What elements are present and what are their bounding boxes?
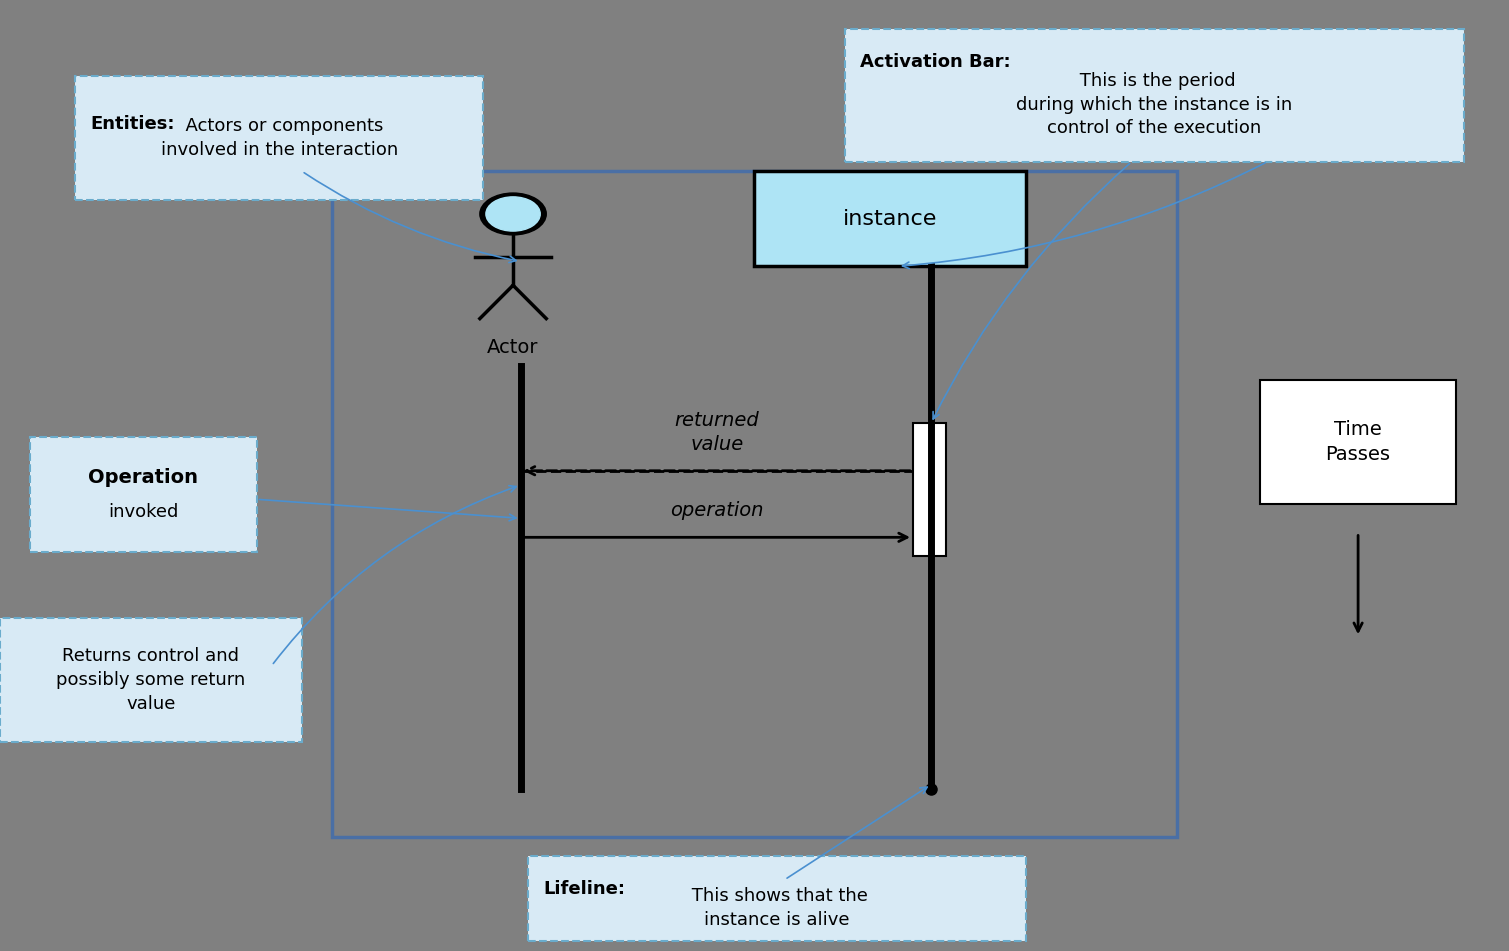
Circle shape (486, 197, 540, 231)
Text: This is the period
during which the instance is in
control of the execution: This is the period during which the inst… (1016, 72, 1293, 137)
FancyBboxPatch shape (0, 618, 302, 742)
Text: Lifeline:: Lifeline: (543, 881, 625, 898)
FancyBboxPatch shape (30, 437, 257, 552)
FancyBboxPatch shape (754, 171, 1026, 266)
Text: Returns control and
possibly some return
value: Returns control and possibly some return… (56, 648, 246, 712)
Text: Actors or components
involved in the interaction: Actors or components involved in the int… (160, 117, 398, 159)
Text: instance: instance (844, 208, 937, 229)
FancyBboxPatch shape (75, 76, 483, 200)
Text: Operation: Operation (89, 468, 198, 487)
Text: invoked: invoked (109, 503, 178, 520)
Text: Time
Passes: Time Passes (1325, 420, 1391, 464)
Circle shape (480, 193, 546, 235)
FancyBboxPatch shape (528, 856, 1026, 941)
FancyBboxPatch shape (845, 29, 1464, 162)
Text: Entities:: Entities: (91, 115, 175, 132)
Text: returned
value: returned value (675, 411, 759, 454)
Text: Actor: Actor (487, 338, 539, 357)
FancyBboxPatch shape (332, 171, 1177, 837)
Text: Activation Bar:: Activation Bar: (860, 53, 1011, 70)
FancyBboxPatch shape (913, 423, 946, 556)
FancyBboxPatch shape (1260, 380, 1456, 504)
Text: operation: operation (670, 501, 764, 520)
Text: This shows that the
instance is alive: This shows that the instance is alive (687, 887, 868, 929)
